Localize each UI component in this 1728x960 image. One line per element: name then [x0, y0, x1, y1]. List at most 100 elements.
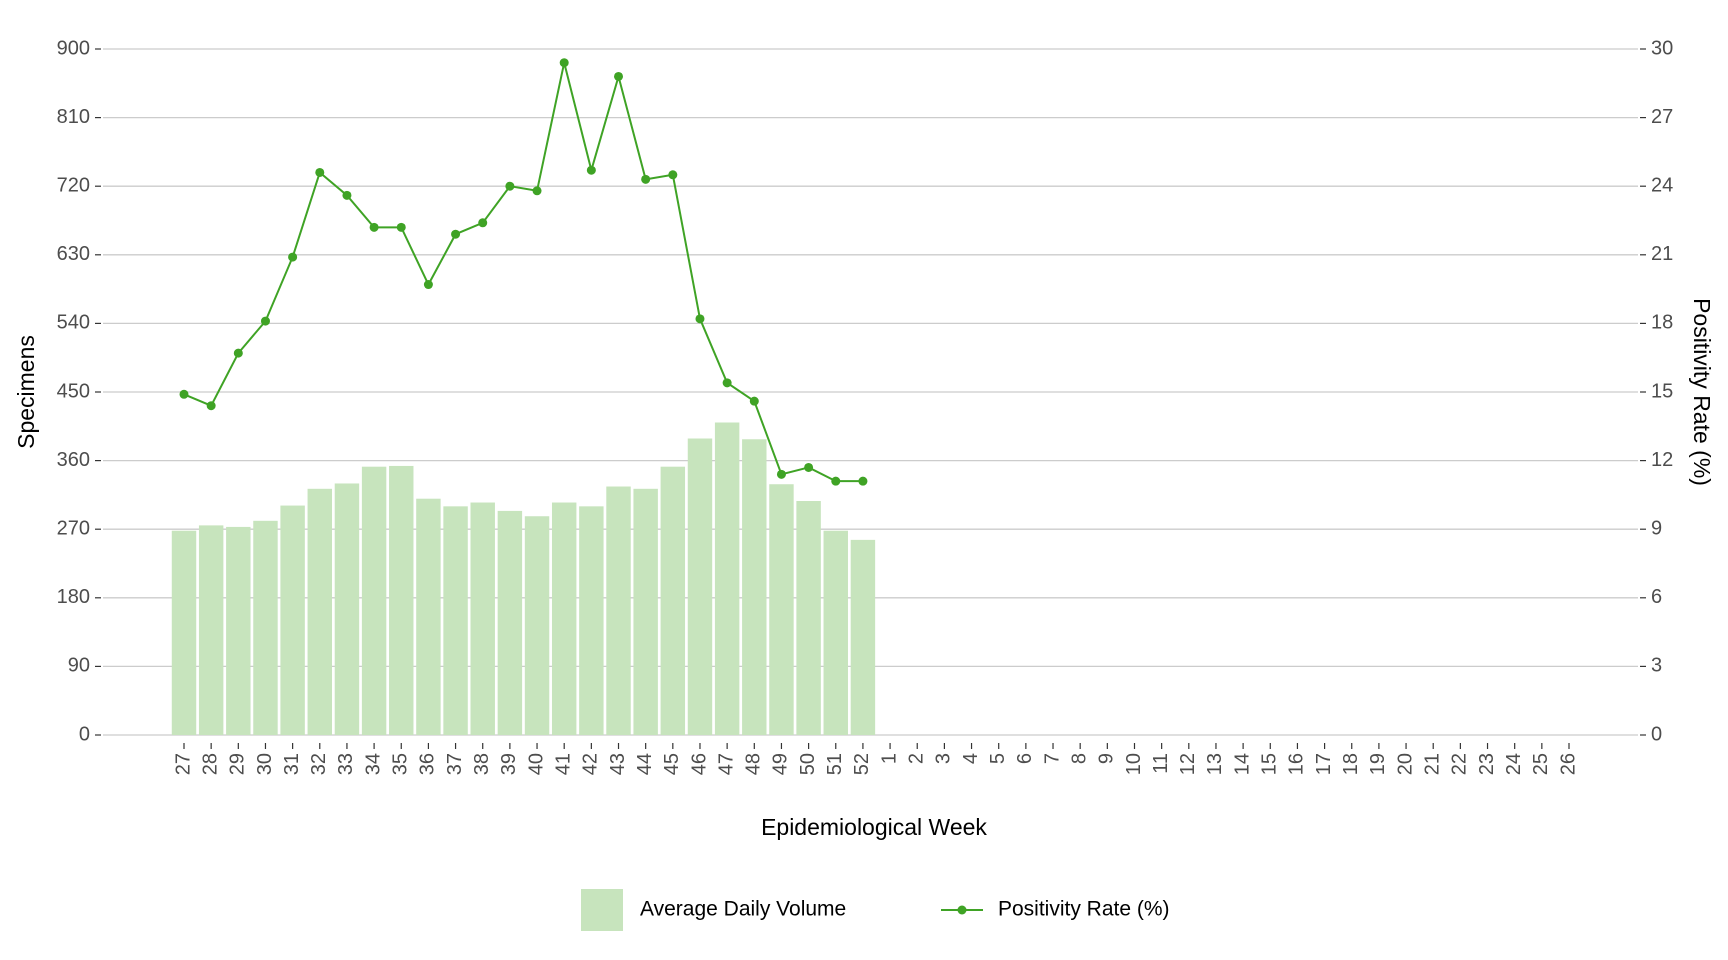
y-tick-label: 90 — [68, 655, 90, 677]
bar — [497, 510, 523, 735]
x-tick-label: 2 — [906, 753, 928, 764]
y-axis-title: Specimens — [13, 335, 39, 449]
x-tick-label: 31 — [281, 753, 303, 775]
bar — [389, 465, 414, 735]
x-tick-label: 24 — [1503, 753, 1525, 775]
bar — [579, 506, 604, 735]
x-tick-label: 34 — [362, 753, 384, 775]
x-tick-label: 42 — [580, 753, 602, 775]
x-tick-label: 44 — [634, 753, 656, 775]
point — [288, 252, 298, 262]
x-tick-label: 36 — [417, 753, 439, 775]
x-tick-label: 11 — [1150, 753, 1172, 774]
line — [183, 62, 863, 483]
point — [776, 469, 786, 479]
x-tick-label: 38 — [471, 753, 493, 775]
bar — [226, 526, 251, 735]
point — [614, 71, 624, 81]
x-tick-label: 14 — [1231, 753, 1253, 775]
point — [342, 190, 352, 200]
point — [233, 348, 243, 358]
y2-tick-label: 9 — [1651, 517, 1662, 539]
y-tick-label: 630 — [57, 243, 90, 265]
bar — [551, 502, 577, 735]
legend-swatch — [957, 905, 967, 915]
y-tick-label: 900 — [57, 37, 90, 59]
x-tick-label: 17 — [1313, 753, 1335, 775]
y2-tick-label: 12 — [1651, 449, 1673, 471]
x-tick-label: 23 — [1476, 753, 1498, 775]
y-tick-label: 450 — [57, 380, 90, 402]
x-tick-label: 15 — [1259, 753, 1281, 775]
y-tick-label: 360 — [57, 449, 90, 471]
point — [451, 229, 461, 239]
point — [858, 476, 868, 486]
bar — [334, 483, 360, 735]
x-tick-label: 29 — [227, 753, 249, 775]
bar — [171, 530, 197, 735]
point — [586, 165, 596, 175]
x-tick-label: 3 — [933, 753, 955, 764]
point — [396, 222, 406, 232]
point — [369, 222, 379, 232]
y2-tick-label: 30 — [1651, 37, 1673, 59]
x-tick-label: 46 — [688, 753, 710, 775]
point — [179, 389, 189, 399]
y2-axis-title: Positivity Rate (%) — [1689, 298, 1715, 486]
bar — [823, 530, 848, 735]
x-tick-label: 33 — [335, 753, 357, 775]
x-tick-label: 5 — [987, 753, 1009, 764]
x-tick-label: 51 — [824, 753, 846, 775]
y2-tick-label: 3 — [1651, 655, 1662, 677]
x-tick-label: 30 — [254, 753, 276, 775]
x-tick-label: 48 — [743, 753, 765, 775]
point — [423, 280, 433, 290]
bar — [633, 488, 658, 735]
bar — [416, 498, 441, 735]
y2-tick-label: 27 — [1651, 106, 1673, 128]
x-tick-label: 41 — [552, 753, 574, 775]
x-tick-label: 1 — [878, 753, 900, 764]
bar — [198, 525, 224, 735]
y-tick-label: 720 — [57, 174, 90, 196]
y2-tick-label: 6 — [1651, 586, 1662, 608]
point — [695, 314, 705, 324]
x-axis-title: Epidemiological Week — [761, 814, 987, 840]
point — [315, 167, 325, 177]
x-tick-label: 49 — [770, 753, 792, 775]
y-tick-label: 180 — [57, 586, 90, 608]
bar — [253, 520, 278, 735]
x-tick-label: 28 — [199, 753, 221, 775]
y2-tick-label: 15 — [1651, 380, 1673, 402]
point — [749, 396, 759, 406]
point — [559, 58, 569, 68]
x-tick-label: 10 — [1123, 753, 1145, 775]
bar — [280, 505, 305, 735]
bar — [769, 484, 794, 735]
point — [260, 316, 270, 326]
x-tick-label: 39 — [498, 753, 520, 775]
bar — [361, 466, 387, 735]
point — [722, 378, 732, 388]
x-tick-label: 6 — [1014, 753, 1036, 764]
x-tick-label: 12 — [1177, 753, 1199, 775]
bar — [714, 422, 740, 735]
bar — [443, 506, 468, 735]
y2-tick-label: 18 — [1651, 312, 1673, 334]
x-tick-label: 22 — [1449, 753, 1471, 775]
x-tick-label: 9 — [1096, 753, 1118, 764]
point — [478, 218, 488, 228]
x-tick-label: 40 — [525, 753, 547, 775]
y2-tick-label: 0 — [1651, 723, 1662, 745]
x-tick-label: 4 — [960, 753, 982, 764]
x-tick-label: 37 — [444, 753, 466, 775]
point — [532, 186, 542, 196]
bar — [850, 539, 876, 735]
x-tick-label: 7 — [1041, 753, 1063, 764]
legend-swatch — [581, 889, 623, 931]
x-tick-label: 20 — [1394, 753, 1416, 775]
bar — [742, 439, 767, 735]
point — [804, 462, 814, 472]
y2-tick-label: 24 — [1651, 174, 1673, 196]
bar — [796, 500, 821, 735]
